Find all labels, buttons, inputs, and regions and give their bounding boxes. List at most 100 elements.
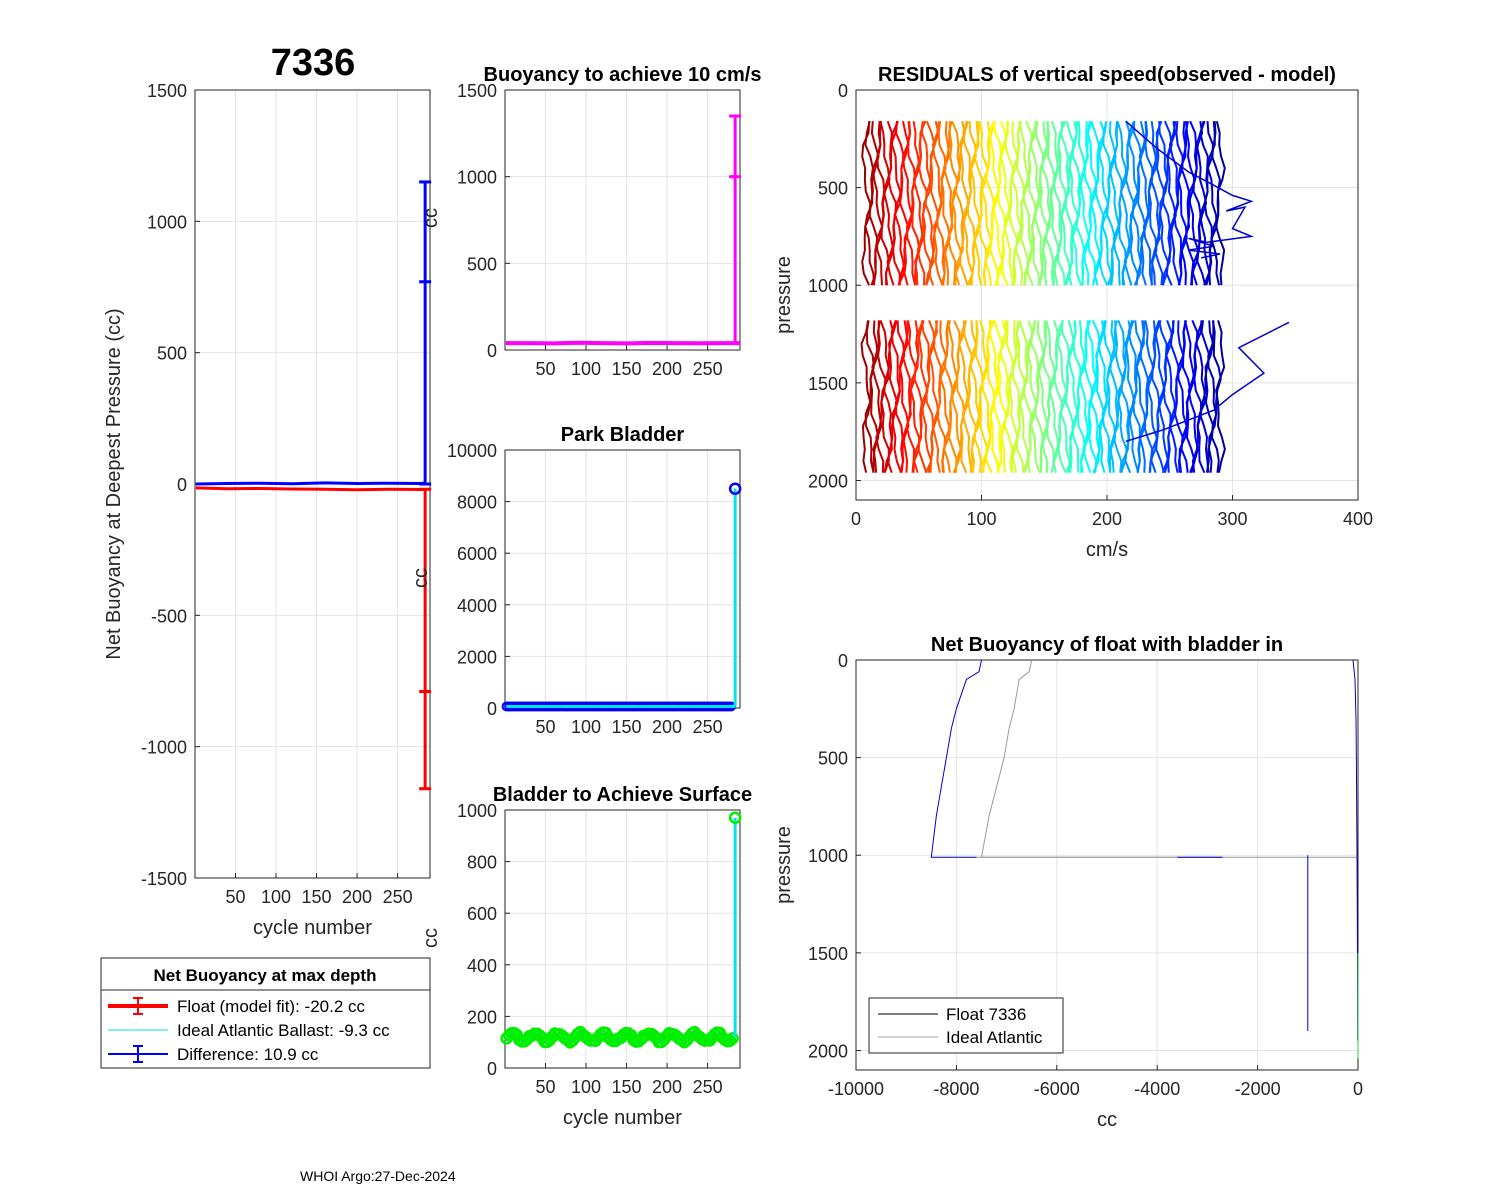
residuals-profile-upper [901, 121, 914, 286]
bladder-in-series-0 [930, 659, 982, 858]
residuals-highlight-0 [1125, 120, 1255, 259]
bladder-surface-xtick-label: 200 [652, 1077, 682, 1097]
net-buoyancy-ytick-label: 500 [157, 344, 187, 364]
park-bladder-ytick-label: 8000 [457, 493, 497, 513]
residuals-profile-lower [996, 320, 1008, 473]
bladder-surface-spike-point [728, 811, 742, 824]
bladder-in-legend-entry: Ideal Atlantic [946, 1028, 1043, 1047]
net-buoyancy-xtick-label: 250 [383, 887, 413, 907]
net-buoyancy-bladder-frame [855, 659, 1359, 1071]
residuals-profile-upper [1018, 121, 1030, 286]
residuals-profile-lower [901, 320, 912, 473]
residuals-profile-lower [1045, 320, 1056, 473]
buoyancy-10cms-ylabel: cc [420, 208, 442, 228]
residuals-xtick-label: 300 [1217, 509, 1247, 529]
residuals-profile-lower [969, 320, 980, 473]
residuals-profile-upper [1128, 120, 1139, 286]
bladder-surface-ytick-label: 600 [467, 904, 497, 924]
residuals-xtick-label: 0 [851, 509, 861, 529]
net-buoyancy-ytick-label: -1000 [141, 738, 187, 758]
residuals-profile-lower [860, 320, 872, 473]
residuals-highlight-1 [1125, 321, 1290, 443]
buoyancy-10cms-xtick-label: 250 [693, 359, 723, 379]
residuals-profile-lower [1015, 320, 1026, 473]
residuals-profile-upper [1142, 121, 1154, 286]
residuals-profile-upper [992, 121, 1004, 286]
residuals-profile-lower [1207, 320, 1218, 473]
residuals-profile-lower [920, 320, 933, 473]
residuals-profile-upper [1195, 120, 1208, 286]
residuals-profile-upper [1033, 121, 1045, 286]
park-bladder-ytick-label: 4000 [457, 596, 497, 616]
residuals-profile-lower [1191, 320, 1203, 473]
residuals-profile-lower [1018, 320, 1030, 474]
buoyancy-10cms-xtick-label: 200 [652, 359, 682, 379]
residuals-profile-lower [1117, 320, 1128, 474]
park-bladder-plot-area [505, 450, 740, 708]
net-buoyancy-bladder-xtick-label: -8000 [933, 1079, 979, 1099]
bladder-in-legend-box [868, 997, 1064, 1054]
net-buoyancy-bladder-xtick-label: -10000 [828, 1079, 884, 1099]
residuals-xtick-label: 400 [1343, 509, 1373, 529]
bladder-surface-xtick-label: 150 [612, 1077, 642, 1097]
bladder-surface-frame [504, 809, 741, 1069]
net-buoyancy-xtick-label: 50 [226, 887, 246, 907]
bladder-surface-xlabel: cycle number [563, 1107, 682, 1129]
residuals-ytick-label: 2000 [808, 471, 848, 491]
residuals-profile-lower [1154, 320, 1166, 473]
residuals-profile-lower [999, 320, 1010, 473]
footer-credit: WHOI Argo:27-Dec-2024 [300, 1168, 456, 1184]
net-buoyancy-bladder-ytick-label: 1500 [808, 944, 848, 964]
residuals-profile-upper [1138, 121, 1151, 286]
net-buoyancy-xtick-label: 200 [342, 887, 372, 907]
residuals-profile-lower [1003, 320, 1016, 473]
residuals-xtick-label: 100 [966, 509, 996, 529]
residuals-profile-lower [1026, 320, 1038, 473]
residuals-profile-upper [1184, 121, 1196, 286]
residuals-profile-lower [1060, 320, 1071, 473]
residuals-profile-lower [961, 320, 973, 473]
residuals-profile-upper [999, 121, 1011, 286]
bladder-surface-plot-area [505, 810, 740, 1068]
residuals-profile-upper [1173, 121, 1184, 286]
residuals-profile-lower [913, 320, 925, 473]
buoyancy-10cms-ytick-label: 1000 [457, 168, 497, 188]
park-bladder-ytick-label: 6000 [457, 544, 497, 564]
residuals-profile-upper [1135, 120, 1147, 286]
residuals-profile-lower [1135, 320, 1147, 473]
residuals-profile-lower [869, 320, 880, 473]
bladder-surface-ytick-label: 800 [467, 853, 497, 873]
residuals-profile-lower [1143, 320, 1155, 473]
park-bladder-ytick-label: 0 [487, 699, 497, 719]
residuals-profile-upper [920, 121, 932, 286]
bladder-surface-point [726, 1032, 739, 1045]
residuals-profile-upper [942, 120, 954, 286]
residuals-profile-lower [894, 320, 906, 473]
net-buoyancy-series-1 [195, 481, 426, 486]
net-buoyancy-xtick-label: 100 [261, 887, 291, 907]
residuals-profile-lower [1101, 320, 1112, 473]
net-buoyancy-axes: 50 100 150 200 250 -1500 -1000 -500 0 500 1000 1500… [103, 81, 432, 939]
bladder-surface-ytick-label: 400 [467, 956, 497, 976]
net-buoyancy-bladder-xtick-label: 0 [1353, 1079, 1363, 1099]
residuals-profile-lower [898, 320, 910, 473]
residuals-profile-lower [1124, 320, 1136, 474]
net-buoyancy-series-0 [195, 486, 426, 492]
net-buoyancy-bladder-xtick-label: -6000 [1034, 1079, 1080, 1099]
net-buoyancy-bladder-ytick-label: 1000 [808, 846, 848, 866]
bladder-in-series-1 [980, 659, 1223, 858]
bladder-surface-ytick-label: 0 [487, 1059, 497, 1079]
buoyancy-10cms-frame [504, 89, 741, 351]
residuals-profile-upper [894, 121, 905, 286]
buoyancy-10cms-xtick-label: 100 [571, 359, 601, 379]
net-buoyancy-bladder-ytick-label: 0 [838, 651, 848, 671]
net-buoyancy-ytick-label: 0 [177, 475, 187, 495]
legend-title: Net Buoyancy at max depth [154, 966, 377, 985]
residuals-profile-upper [905, 121, 917, 286]
residuals-profile-lower [928, 320, 940, 473]
residuals-profile-lower [886, 320, 899, 474]
residuals-profile-lower [1150, 320, 1162, 474]
residuals-profile-lower [1183, 320, 1196, 473]
residuals-profile-lower [871, 320, 883, 473]
